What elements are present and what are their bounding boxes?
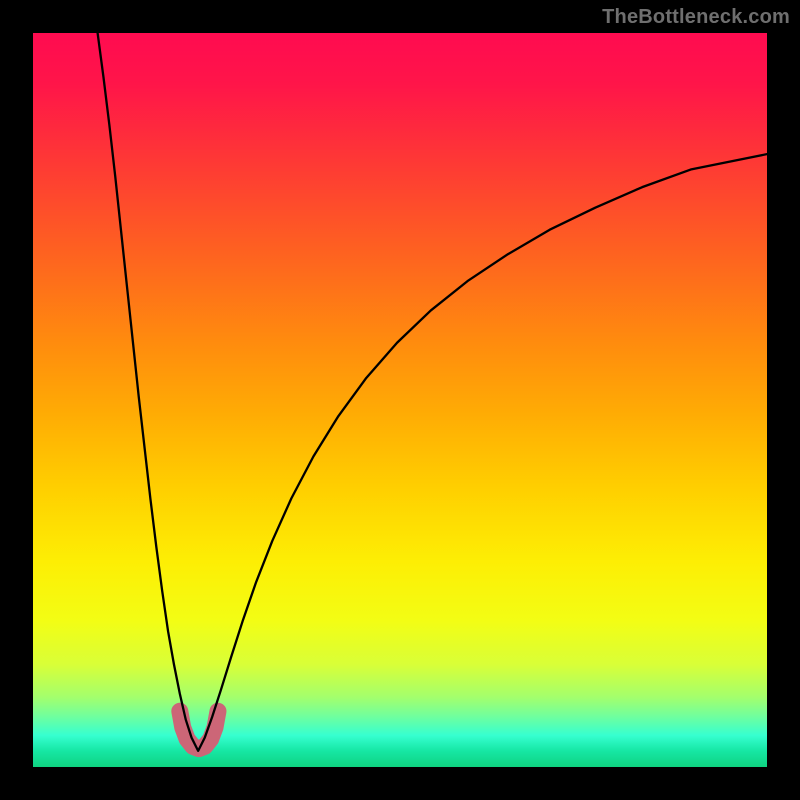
watermark-text: TheBottleneck.com [602,6,790,29]
bottleneck-curve [98,33,767,751]
plot-area [33,33,767,767]
chart-frame: TheBottleneck.com [0,0,800,800]
curve-layer [33,33,767,767]
